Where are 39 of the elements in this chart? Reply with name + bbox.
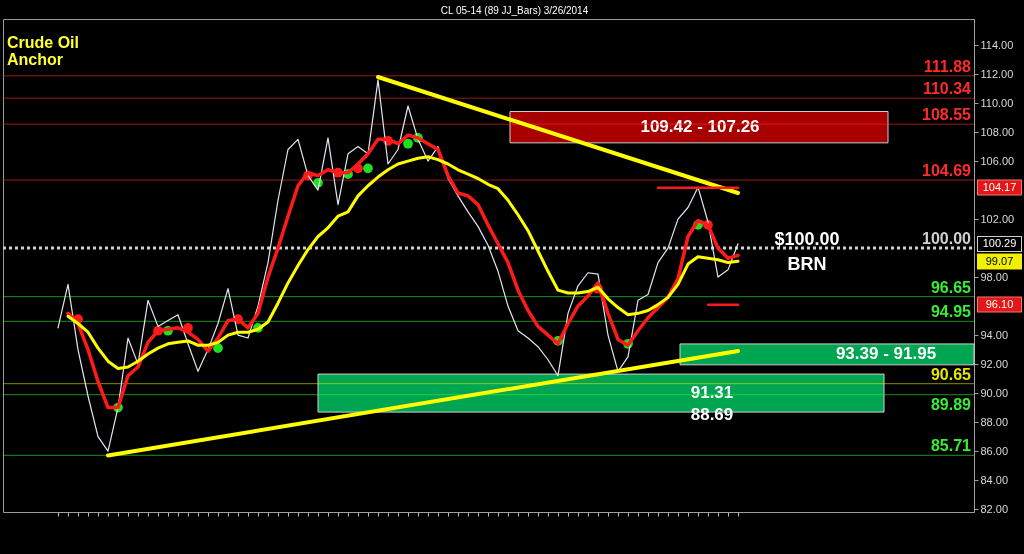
- ref-line-label: 104.69: [922, 162, 972, 180]
- ref-line-label: 85.71: [930, 437, 972, 455]
- annotation: Anchor: [7, 51, 63, 68]
- ref-line-label: 90.65: [930, 365, 972, 383]
- ref-line-label: 94.95: [930, 303, 972, 321]
- ref-line-label: 111.88: [923, 57, 972, 75]
- y-tick-label: 108.00: [980, 125, 1015, 138]
- y-tick-label: 98.00: [980, 270, 1009, 283]
- band-label: 93.39 - 91.95: [835, 344, 937, 364]
- point: [403, 138, 413, 149]
- ref-line-label: 100.00: [922, 230, 972, 248]
- y-tick-label: 102.00: [980, 212, 1015, 225]
- ref-line-label: 108.55: [922, 106, 972, 124]
- text: 99.07: [985, 254, 1014, 267]
- point: [213, 343, 223, 354]
- y-tick-label: 106.00: [980, 154, 1015, 167]
- line-series: [66, 155, 740, 370]
- y-tick-label: 86.00: [980, 444, 1009, 457]
- y-tick-label: 92.00: [980, 357, 1009, 370]
- text: $100.00: [774, 229, 840, 249]
- annotation: Crude Oil: [7, 34, 80, 51]
- point: [363, 163, 373, 174]
- text: 96.10: [985, 297, 1014, 310]
- y-tick-label: 88.00: [980, 415, 1009, 428]
- y-tick-label: 94.00: [980, 328, 1009, 341]
- ref-line-label: 96.65: [930, 278, 972, 296]
- ref-line-label: 110.34: [922, 80, 972, 98]
- chart-title: CL 05-14 (89 JJ_Bars) 3/26/2014: [440, 5, 589, 16]
- text: 104.17: [982, 180, 1017, 193]
- band-label: 109.42 - 107.26: [640, 117, 760, 137]
- text: 100.29: [982, 236, 1017, 249]
- y-tick-label: 84.00: [980, 473, 1009, 486]
- y-tick-label: 82.00: [980, 502, 1009, 515]
- ref-line-label: 89.89: [930, 395, 972, 413]
- y-tick-label: 110.00: [980, 96, 1014, 109]
- text: BRN: [787, 254, 827, 274]
- y-tick-label: 114.00: [980, 38, 1014, 51]
- y-tick-label: 90.00: [980, 386, 1009, 399]
- y-tick-label: 112.00: [980, 67, 1014, 80]
